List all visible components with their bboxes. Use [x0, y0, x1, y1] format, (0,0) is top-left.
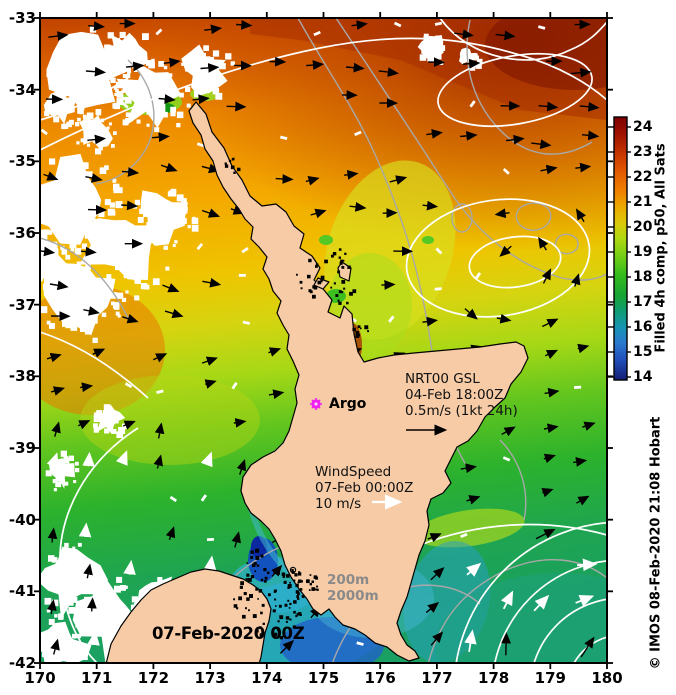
y-tick-label: -34 [8, 80, 36, 99]
axis-ticks [34, 12, 613, 669]
colorbar-tick-label: 19 [633, 244, 653, 260]
y-tick-label: -42 [8, 654, 36, 672]
nrt-annotation: NRT00 GSL 04-Feb 18:00Z 0.5m/s (1kt 24h) [405, 371, 518, 419]
north-island-landmass [188, 101, 529, 662]
colorbar-tick-label: 16 [633, 319, 653, 335]
y-tick-label: -40 [8, 510, 36, 529]
wind-line1: WindSpeed [315, 464, 392, 480]
x-tick-label: 178 [477, 669, 510, 687]
x-tick-label: 176 [364, 669, 396, 687]
wind-line3: 10 m/s [315, 496, 362, 512]
nrt-line2: 04-Feb 18:00Z [405, 387, 504, 403]
x-tick-label: 172 [137, 669, 170, 687]
colorbar-gradient [614, 117, 627, 380]
colorbar-tick-label: 24 [633, 119, 653, 135]
nrt-line1: NRT00 GSL [405, 371, 480, 387]
colorbar-tick-label: 18 [633, 269, 653, 285]
y-tick-label: -41 [8, 582, 36, 601]
colorbar-tick-label: 15 [633, 344, 653, 360]
colorbar-frame [613, 116, 628, 381]
colorbar-tick-label: 22 [633, 169, 653, 185]
coastline-speckles [224, 157, 370, 640]
map-date-label: 07-Feb-2020 00Z [152, 624, 305, 643]
colorbar-tick-label: 23 [633, 144, 653, 160]
depth-2000m: 2000m [327, 588, 379, 604]
colorbar-title: Filled 4h comp, p50, All Sats [653, 143, 669, 353]
wind-line2: 07-Feb 00:00Z [315, 480, 414, 496]
colorbar-tick-label: 17 [633, 294, 653, 310]
y-tick-label: -33 [8, 9, 36, 27]
windspeed-annotation: WindSpeed 07-Feb 00:00Z 10 m/s [315, 464, 413, 512]
argo-float-marker [310, 398, 322, 410]
y-tick-label: -38 [8, 367, 36, 386]
depth-200m: 200m [327, 572, 370, 588]
imos-credit: © IMOS 08-Feb-2020 21:08 Hobart [648, 416, 664, 670]
x-tick-label: 174 [251, 669, 283, 687]
colorbar-tick-label: 20 [633, 219, 653, 235]
colorbar-ticks [608, 126, 631, 378]
depth-contour-legend: 200m 2000m [327, 572, 379, 604]
south-island-landmass [105, 568, 272, 663]
y-tick-label: -36 [8, 224, 36, 242]
x-tick-label: 173 [194, 669, 226, 687]
x-tick-label: 177 [421, 669, 453, 687]
x-tick-label: 180 [591, 669, 623, 687]
y-tick-label: -35 [8, 152, 36, 171]
argo-label: Argo [329, 396, 367, 412]
y-tick-label: -39 [8, 439, 36, 457]
x-tick-label: 170 [24, 669, 56, 687]
nrt-line3: 0.5m/s (1kt 24h) [405, 403, 518, 419]
x-tick-label: 171 [81, 669, 113, 687]
colorbar-tick-label: 14 [633, 369, 653, 385]
x-tick-label: 179 [534, 669, 566, 687]
colorbar-tick-label: 21 [633, 194, 653, 210]
x-tick-label: 175 [307, 669, 340, 687]
y-tick-label: -37 [8, 295, 36, 314]
